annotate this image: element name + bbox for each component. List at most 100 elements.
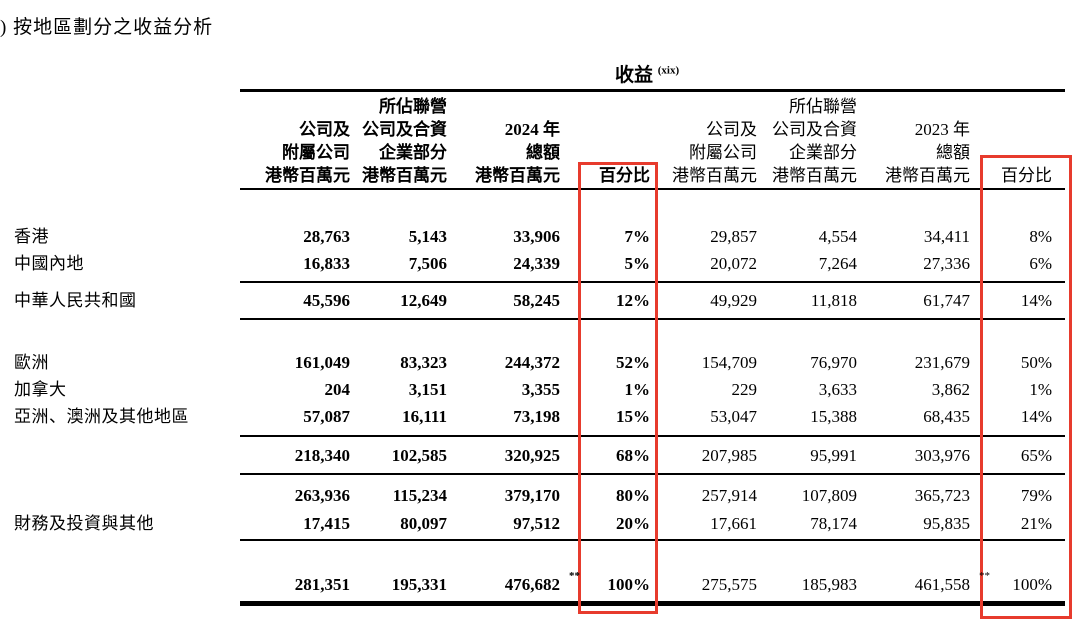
value-cell: 7,506 [408,254,447,273]
value-cell: 3,355 [521,380,560,399]
value-cell: 34,411 [923,227,970,246]
value-cell: 379,170 [504,486,560,505]
value-cell: 6% [1029,254,1052,273]
row-label [0,445,240,467]
row-label: 中華人民共和國 [14,291,137,310]
header-cell: 公司及 [299,120,350,139]
double-asterisk-footnote-2024: ** [569,570,580,582]
value-cell: 207,985 [701,446,757,465]
header-cell: 附屬公司 [282,143,350,162]
value-cell: 12,649 [400,291,447,310]
header-cell-percentage-2023: 百分比 [1001,166,1052,185]
row-label [0,485,240,507]
header-cell: 港幣百萬元 [672,166,757,185]
value-cell: 8% [1029,227,1052,246]
value-cell: 58,245 [513,291,560,310]
table-row-grand-total: 281,351 195,331 476,682 ** 100% 275,575 1… [0,570,1052,596]
header-cell-percentage-2024: 百分比 [599,166,650,185]
value-cell: 320,925 [504,446,560,465]
highlight-box-2024-percentage [578,162,658,614]
row-label: 加拿大 [14,380,67,399]
value-cell: 3,633 [818,380,857,399]
value-cell: 45,596 [303,291,350,310]
value-cell: 68,435 [923,407,970,426]
value-cell: 17,661 [710,514,757,533]
value-cell: 78,174 [810,514,857,533]
header-cell: 總額 [936,143,970,162]
table-caption: 收益 (xix) [615,60,679,87]
header-cell: 港幣百萬元 [772,166,857,185]
header-cell: 港幣百萬元 [885,166,970,185]
value-cell: 1% [624,380,651,399]
value-cell: 15% [616,407,650,426]
header-cell: 所佔聯營 [789,97,857,116]
rule-subtotal-top [240,435,1065,437]
rule-header-bottom [240,188,1065,190]
value-cell: 365,723 [914,486,970,505]
header-cell: 港幣百萬元 [475,166,560,185]
caption-footnote-ref: (xix) [657,64,680,77]
value-cell: 52% [616,353,650,372]
row-label: 中國內地 [14,254,84,273]
value-cell: 49,929 [710,291,757,310]
value-cell: 95,991 [810,446,857,465]
value-cell: 257,914 [701,486,757,505]
value-cell: 4,554 [818,227,857,246]
rule-table-top [240,89,1065,92]
value-cell: 107,809 [801,486,857,505]
caption-text: 收益 [615,65,654,86]
value-cell: 28,763 [303,227,350,246]
header-cell: 總額 [526,143,560,162]
header-row-4: 港幣百萬元 港幣百萬元 港幣百萬元 百分比 港幣百萬元 港幣百萬元 港幣百萬元 … [0,165,1052,187]
row-label: 財務及投資與其他 [14,514,154,533]
value-cell: 61,747 [923,291,970,310]
header-cell: 港幣百萬元 [362,166,447,185]
value-cell: 3,862 [931,380,970,399]
value-cell: 16,111 [402,407,447,426]
value-cell: 5% [624,254,651,273]
rule-prc-top [240,281,1065,283]
table-row-europe: 歐洲 161,049 83,323 244,372 52% 154,709 76… [0,352,1052,374]
value-cell: 97,512 [513,514,560,533]
value-cell: 33,906 [513,227,560,246]
header-cell: 所佔聯營 [379,97,447,116]
value-cell: 244,372 [504,353,560,372]
value-cell: 476,682 ** [504,570,580,595]
value-cell: 7% [624,227,651,246]
value-cell: 275,575 [701,575,757,594]
value-cell: 161,049 [294,353,350,372]
section-title: ) 按地區劃分之收益分析 [0,17,214,38]
header-cell: 企業部分 [379,143,447,162]
rule-subtotal-bottom [240,473,1065,475]
header-cell: 公司及合資 [362,120,447,139]
value-cell: 20% [616,514,650,533]
value-cell: 14% [1020,407,1052,426]
value-cell: 27,336 [923,254,970,273]
row-label: 香港 [14,227,49,246]
value-cell: 79% [1020,486,1052,505]
header-cell: 2024 年 [504,120,560,139]
value-cell: 83,323 [400,353,447,372]
double-asterisk-footnote-2023: ** [979,570,990,582]
value-cell: 20,072 [710,254,757,273]
value-cell: 281,351 [294,575,350,594]
header-cell: 港幣百萬元 [265,166,350,185]
value-cell: 195,331 [391,575,447,594]
value-cell: 65% [1020,446,1052,465]
value-cell: 1% [1029,380,1052,399]
value-cell: 218,340 [294,446,350,465]
row-label [0,574,240,596]
value-cell: 57,087 [303,407,350,426]
value-cell: 115,234 [392,486,447,505]
value-cell: 14% [1020,291,1052,310]
highlight-box-2023-percentage [980,155,1072,619]
value-cell: 12% [616,291,650,310]
value-cell: 24,339 [513,254,560,273]
value-cell: 7,264 [818,254,857,273]
value-cell: 76,970 [810,353,857,372]
value-cell: 11,818 [810,291,857,310]
header-cell: 附屬公司 [689,143,757,162]
table-row-regions-subtotal: 218,340 102,585 320,925 68% 207,985 95,9… [0,445,1052,467]
rule-table-bottom [240,601,1065,606]
